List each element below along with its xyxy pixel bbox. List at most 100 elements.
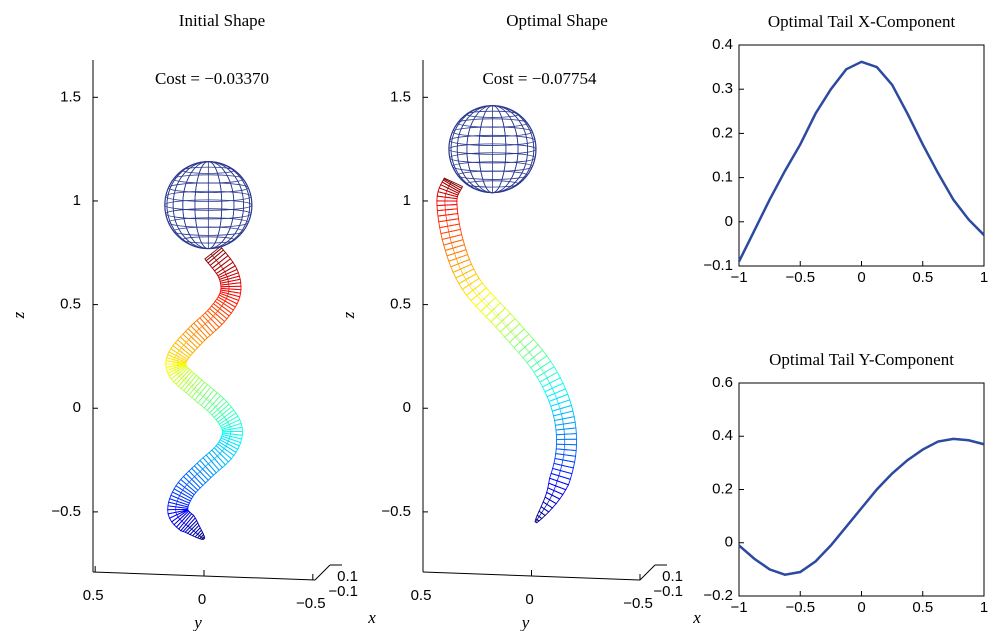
tail-mesh bbox=[186, 382, 190, 385]
y-tick-label: 0 bbox=[198, 591, 206, 608]
z-tick-label: 0.5 bbox=[60, 296, 81, 313]
tail-mesh bbox=[227, 422, 230, 425]
tail-mesh bbox=[185, 470, 204, 489]
tail-mesh bbox=[553, 457, 576, 469]
tail-mesh bbox=[218, 262, 222, 267]
tail-mesh bbox=[551, 388, 555, 394]
tail-mesh bbox=[175, 352, 178, 356]
tail-mesh bbox=[546, 499, 550, 505]
y-tick-label: 0.4 bbox=[712, 36, 733, 53]
tail-mesh bbox=[209, 401, 213, 405]
tail-mesh bbox=[183, 380, 187, 383]
tail-mesh bbox=[221, 414, 225, 418]
tail-mesh bbox=[543, 504, 548, 509]
y-tick-label: 0.2 bbox=[712, 124, 733, 141]
tail-mesh bbox=[196, 328, 200, 332]
tail-mesh bbox=[556, 398, 559, 404]
tail-mesh bbox=[182, 473, 201, 491]
y-tick-label: 0.4 bbox=[712, 427, 733, 444]
tail-mesh bbox=[555, 480, 558, 486]
tail-mesh bbox=[179, 347, 182, 351]
tail-mesh bbox=[461, 277, 484, 296]
z-tick-label: 1 bbox=[73, 192, 81, 209]
tail-mesh bbox=[194, 473, 198, 478]
tail-mesh bbox=[221, 448, 225, 452]
tail-mesh bbox=[177, 516, 181, 520]
z-tick-label: 1 bbox=[403, 192, 411, 209]
tail-mesh bbox=[536, 362, 541, 369]
x-tick-label: 1 bbox=[980, 269, 988, 286]
tail-mesh bbox=[179, 375, 182, 379]
tail-mesh bbox=[201, 323, 206, 327]
tail-mesh bbox=[221, 433, 243, 444]
tail-mesh bbox=[191, 334, 195, 338]
tail-mesh bbox=[555, 433, 578, 440]
tail-mesh bbox=[444, 193, 447, 198]
tail-mesh bbox=[465, 279, 470, 286]
tail-mesh bbox=[476, 295, 483, 301]
x-tick-label: −1 bbox=[730, 599, 747, 616]
y-tick-label: 0.1 bbox=[712, 169, 733, 186]
tail-mesh bbox=[562, 418, 564, 425]
z-axis-label: z bbox=[9, 311, 28, 319]
tail-mesh bbox=[560, 465, 563, 471]
x-axis-label: x bbox=[367, 608, 376, 627]
tail-mesh bbox=[559, 408, 562, 414]
plot-frame bbox=[738, 44, 985, 267]
x-tick-label: 0 bbox=[857, 269, 865, 286]
tail-mesh bbox=[222, 268, 226, 272]
tail-mesh bbox=[456, 258, 459, 264]
tail-mesh bbox=[220, 265, 224, 270]
tail-mesh bbox=[191, 476, 195, 480]
tail-mesh bbox=[207, 318, 211, 322]
y-tick-label: 0.2 bbox=[712, 480, 733, 497]
tail-mesh bbox=[206, 398, 210, 403]
tail-mesh bbox=[462, 274, 467, 280]
tail-mesh bbox=[526, 349, 548, 369]
y-tick-label: 0 bbox=[725, 534, 733, 551]
tail-mesh bbox=[217, 308, 220, 312]
tail-mesh bbox=[508, 328, 530, 349]
tail-mesh bbox=[562, 424, 565, 430]
tail-mesh bbox=[452, 248, 455, 254]
tail-mesh bbox=[193, 388, 197, 392]
tail-mesh bbox=[554, 393, 557, 399]
tail-mesh bbox=[446, 220, 448, 227]
tail-mesh bbox=[510, 331, 516, 338]
z-tick-label: 1.5 bbox=[60, 88, 81, 105]
x-tick-label: 0 bbox=[857, 599, 865, 616]
tail-mesh bbox=[468, 284, 474, 291]
z-axis-label: z bbox=[339, 311, 358, 319]
line-series bbox=[737, 60, 985, 263]
tail-mesh bbox=[444, 209, 447, 216]
x-tick-label: 0.1 bbox=[662, 568, 683, 585]
tail-mesh bbox=[185, 339, 190, 343]
tail-mesh bbox=[532, 357, 538, 363]
tail-mesh bbox=[223, 417, 227, 420]
y-tick-label: 0.5 bbox=[411, 587, 432, 604]
tail-mesh bbox=[224, 271, 227, 275]
tail-mesh bbox=[225, 419, 228, 423]
tail-mesh bbox=[536, 516, 540, 520]
cost-annotation: Cost = −0.03370 bbox=[155, 69, 269, 88]
tail-mesh bbox=[540, 367, 545, 374]
tail-centerline bbox=[177, 252, 233, 540]
tail-mesh bbox=[199, 326, 203, 330]
tail-mesh bbox=[538, 512, 542, 517]
tail-mesh bbox=[205, 463, 209, 467]
tail-mesh bbox=[472, 290, 478, 296]
tail-mesh bbox=[181, 378, 185, 381]
x-tick-label: −0.1 bbox=[328, 583, 358, 600]
tail-mesh bbox=[445, 215, 448, 221]
tail-mesh bbox=[182, 487, 185, 491]
tail-mesh bbox=[202, 396, 207, 400]
tail-mesh bbox=[189, 479, 193, 483]
tail-mesh bbox=[204, 320, 209, 325]
y-tick-label: 0.3 bbox=[712, 80, 733, 97]
tail-mesh bbox=[449, 237, 452, 244]
tail-mesh bbox=[188, 384, 192, 388]
tail-centerline bbox=[446, 182, 567, 523]
tail-mesh bbox=[224, 298, 227, 302]
x-axis bbox=[639, 564, 656, 581]
tail-mesh bbox=[208, 460, 212, 465]
